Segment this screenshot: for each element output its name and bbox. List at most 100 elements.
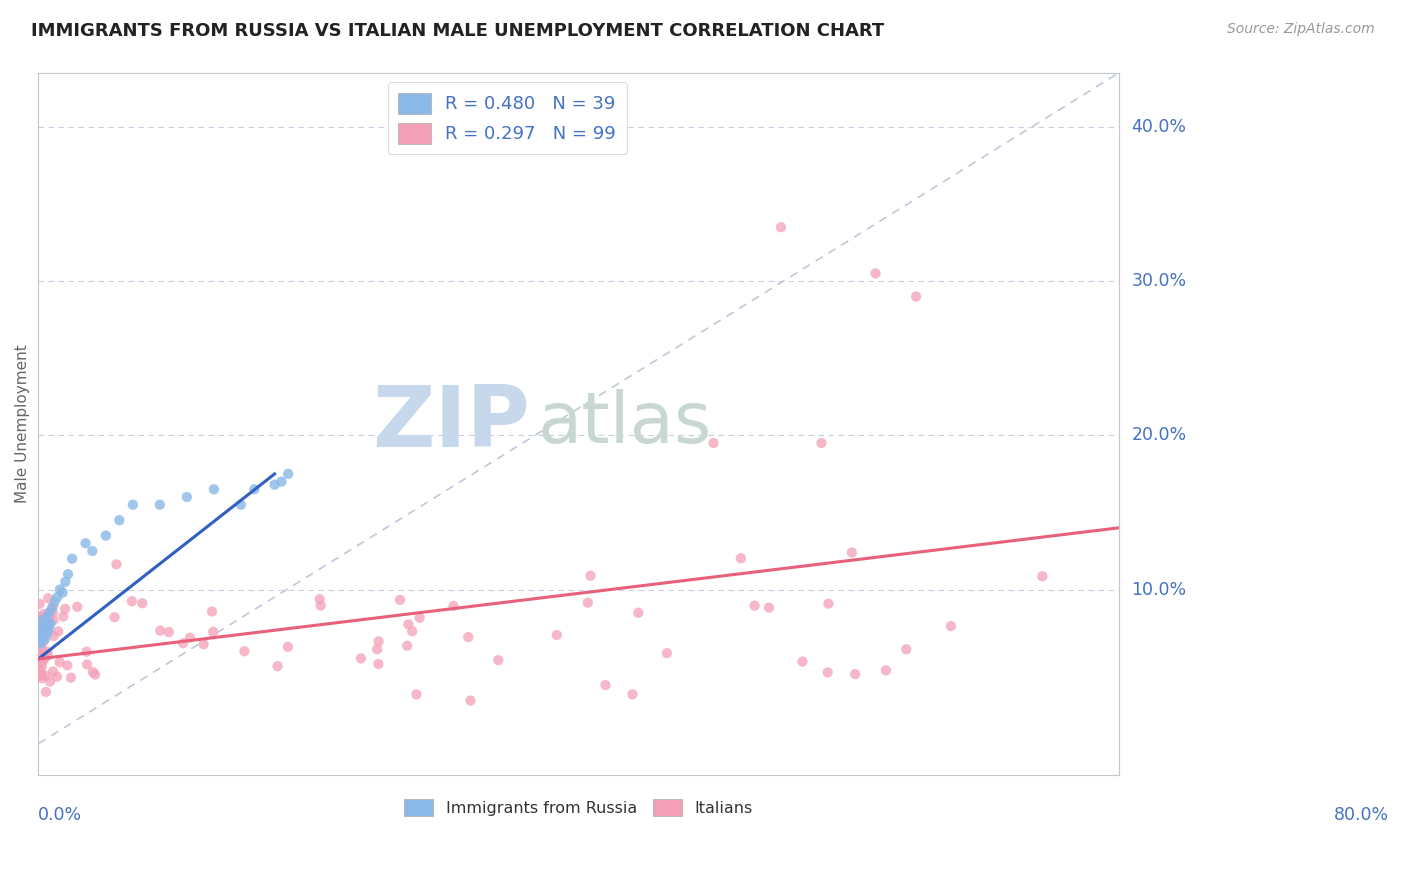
Point	[30, 648, 52, 662]
Point	[31, 658, 53, 673]
Point	[30, 621, 52, 635]
Point	[30, 655, 52, 669]
Point	[841, 545, 863, 559]
Point	[31, 632, 53, 646]
Text: 80.0%: 80.0%	[1333, 806, 1389, 824]
Legend: Immigrants from Russia, Italians: Immigrants from Russia, Italians	[398, 792, 759, 822]
Point	[32, 652, 55, 666]
Text: 40.0%: 40.0%	[1132, 118, 1187, 136]
Point	[46, 624, 69, 639]
Point	[28, 621, 51, 635]
Point	[37, 625, 59, 640]
Point	[32, 622, 55, 636]
Point	[76, 657, 98, 672]
Point	[546, 628, 568, 642]
Point	[37, 616, 59, 631]
Point	[46, 591, 69, 605]
Point	[35, 610, 58, 624]
Text: 0.0%: 0.0%	[38, 806, 83, 824]
Point	[32, 635, 55, 649]
Point	[94, 528, 117, 542]
Point	[103, 610, 125, 624]
Point	[576, 596, 599, 610]
Point	[131, 596, 153, 610]
Point	[409, 611, 432, 625]
Point	[367, 657, 389, 671]
Point	[266, 659, 288, 673]
Point	[405, 687, 427, 701]
Point	[39, 616, 62, 631]
Point	[401, 624, 423, 639]
Point	[28, 669, 51, 683]
Point	[202, 624, 225, 639]
Text: Source: ZipAtlas.com: Source: ZipAtlas.com	[1227, 22, 1375, 37]
Point	[38, 606, 60, 620]
Point	[201, 604, 224, 618]
Point	[810, 436, 832, 450]
Point	[31, 613, 53, 627]
Point	[28, 597, 51, 611]
Point	[865, 267, 887, 281]
Point	[59, 671, 82, 685]
Point	[44, 595, 66, 609]
Point	[56, 567, 79, 582]
Y-axis label: Male Unemployment: Male Unemployment	[15, 344, 30, 503]
Point	[769, 220, 792, 235]
Point	[457, 630, 479, 644]
Text: IMMIGRANTS FROM RUSSIA VS ITALIAN MALE UNEMPLOYMENT CORRELATION CHART: IMMIGRANTS FROM RUSSIA VS ITALIAN MALE U…	[31, 22, 884, 40]
Text: ZIP: ZIP	[373, 383, 530, 466]
Point	[233, 644, 256, 658]
Point	[38, 621, 60, 635]
Point	[389, 592, 412, 607]
Point	[121, 498, 143, 512]
Point	[42, 606, 65, 620]
Point	[263, 477, 285, 491]
Point	[28, 625, 51, 640]
Point	[28, 647, 51, 661]
Point	[627, 606, 650, 620]
Point	[30, 609, 52, 624]
Point	[31, 671, 53, 685]
Point	[896, 642, 918, 657]
Point	[31, 648, 53, 662]
Point	[396, 639, 419, 653]
Point	[229, 498, 252, 512]
Point	[1031, 569, 1053, 583]
Point	[595, 678, 617, 692]
Point	[108, 513, 131, 527]
Point	[52, 609, 75, 624]
Point	[905, 289, 928, 303]
Point	[366, 642, 388, 657]
Point	[32, 621, 55, 635]
Point	[443, 599, 465, 613]
Point	[730, 551, 752, 566]
Text: 30.0%: 30.0%	[1132, 272, 1187, 290]
Point	[37, 648, 59, 663]
Text: 10.0%: 10.0%	[1132, 581, 1187, 599]
Point	[46, 670, 69, 684]
Point	[84, 667, 107, 681]
Point	[76, 645, 98, 659]
Point	[56, 658, 79, 673]
Point	[179, 631, 201, 645]
Point	[817, 597, 839, 611]
Point	[66, 599, 89, 614]
Point	[105, 558, 128, 572]
Point	[308, 592, 330, 607]
Point	[121, 594, 143, 608]
Point	[875, 664, 897, 678]
Point	[621, 687, 644, 701]
Point	[277, 640, 299, 654]
Point	[49, 582, 72, 597]
Point	[31, 642, 53, 657]
Text: 20.0%: 20.0%	[1132, 426, 1187, 444]
Point	[48, 655, 70, 669]
Point	[34, 616, 56, 631]
Point	[579, 568, 602, 582]
Point	[702, 436, 724, 450]
Point	[758, 600, 780, 615]
Point	[60, 551, 83, 566]
Point	[42, 599, 65, 614]
Point	[82, 665, 104, 680]
Point	[202, 483, 225, 497]
